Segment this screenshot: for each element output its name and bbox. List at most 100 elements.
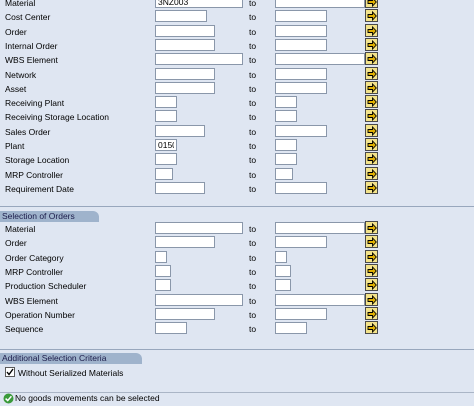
multiple-selection-button[interactable] (365, 235, 378, 248)
selection-row: Sales Order to (0, 124, 474, 139)
multiple-selection-button[interactable] (365, 67, 378, 80)
multiple-selection-button[interactable] (365, 81, 378, 94)
selection-row: Plant to (0, 138, 474, 153)
without-serialized-label: Without Serialized Materials (18, 368, 124, 378)
from-value-input[interactable] (155, 279, 171, 291)
multiple-selection-button[interactable] (365, 321, 378, 334)
from-value-input[interactable] (155, 39, 215, 51)
from-value-input[interactable] (155, 322, 187, 334)
from-value-input[interactable] (155, 294, 243, 306)
to-value-input[interactable] (275, 0, 365, 8)
selection-row: Asset to (0, 81, 474, 96)
multiple-selection-button[interactable] (365, 52, 378, 65)
to-label: to (249, 296, 257, 306)
status-bar: No goods movements can be selected (0, 392, 474, 404)
selection-row: Production Scheduler to (0, 278, 474, 293)
to-value-input[interactable] (275, 182, 327, 194)
to-value-input[interactable] (275, 25, 327, 37)
to-value-input[interactable] (275, 236, 327, 248)
multiple-selection-arrow-icon (367, 111, 377, 121)
multiple-selection-button[interactable] (365, 0, 378, 8)
from-value-input[interactable] (155, 236, 215, 248)
to-value-input[interactable] (275, 265, 291, 277)
to-value-input[interactable] (275, 294, 365, 306)
multiple-selection-button[interactable] (365, 167, 378, 180)
multiple-selection-button[interactable] (365, 152, 378, 165)
to-label: to (249, 324, 257, 334)
multiple-selection-button[interactable] (365, 95, 378, 108)
selection-row: Storage Location to (0, 152, 474, 167)
multiple-selection-button[interactable] (365, 264, 378, 277)
multiple-selection-button[interactable] (365, 24, 378, 37)
from-value-input[interactable] (155, 182, 205, 194)
to-value-input[interactable] (275, 308, 327, 320)
to-label: to (249, 84, 257, 94)
multiple-selection-button[interactable] (365, 181, 378, 194)
status-message: No goods movements can be selected (15, 393, 160, 403)
field-label: Material (5, 224, 36, 234)
field-label: Order (5, 238, 27, 248)
from-value-input[interactable] (155, 82, 215, 94)
from-value-input[interactable] (155, 251, 167, 263)
to-value-input[interactable] (275, 10, 327, 22)
to-value-input[interactable] (275, 139, 297, 151)
to-label: to (249, 127, 257, 137)
to-value-input[interactable] (275, 251, 287, 263)
multiple-selection-button[interactable] (365, 109, 378, 122)
field-label: MRP Controller (5, 267, 63, 277)
without-serialized-checkbox[interactable] (5, 367, 15, 377)
to-value-input[interactable] (275, 39, 327, 51)
to-value-input[interactable] (275, 53, 365, 65)
multiple-selection-button[interactable] (365, 138, 378, 151)
multiple-selection-button[interactable] (365, 250, 378, 263)
to-value-input[interactable] (275, 125, 327, 137)
to-value-input[interactable] (275, 68, 327, 80)
multiple-selection-button[interactable] (365, 307, 378, 320)
from-value-input[interactable] (155, 25, 215, 37)
multiple-selection-arrow-icon (367, 323, 377, 333)
to-value-input[interactable] (275, 222, 365, 234)
multiple-selection-button[interactable] (365, 124, 378, 137)
to-label: to (249, 224, 257, 234)
selection-row: Internal Order to (0, 38, 474, 53)
from-value-input[interactable] (155, 265, 171, 277)
selection-row: Receiving Storage Location to (0, 109, 474, 124)
selection-row: Requirement Date to (0, 181, 474, 196)
field-label: Internal Order (5, 41, 58, 51)
multiple-selection-arrow-icon (367, 140, 377, 150)
to-label: to (249, 112, 257, 122)
multiple-selection-arrow-icon (367, 11, 377, 21)
section-header-selection-of-orders: Selection of Orders (0, 211, 99, 222)
to-value-input[interactable] (275, 110, 297, 122)
multiple-selection-button[interactable] (365, 38, 378, 51)
multiple-selection-button[interactable] (365, 278, 378, 291)
from-value-input[interactable] (155, 153, 177, 165)
to-value-input[interactable] (275, 279, 291, 291)
from-value-input[interactable] (155, 53, 243, 65)
from-value-input[interactable] (155, 110, 177, 122)
from-value-input[interactable] (155, 125, 205, 137)
from-value-input[interactable] (155, 68, 215, 80)
to-value-input[interactable] (275, 322, 307, 334)
from-value-input[interactable] (155, 222, 243, 234)
to-value-input[interactable] (275, 96, 297, 108)
to-value-input[interactable] (275, 153, 297, 165)
from-value-input[interactable] (155, 10, 207, 22)
field-label: Storage Location (5, 155, 70, 165)
from-value-input[interactable] (155, 0, 243, 8)
field-label: Plant (5, 141, 25, 151)
multiple-selection-button[interactable] (365, 221, 378, 234)
from-value-input[interactable] (155, 96, 177, 108)
multiple-selection-arrow-icon (367, 54, 377, 64)
multiple-selection-arrow-icon (367, 280, 377, 290)
from-value-input[interactable] (155, 308, 215, 320)
multiple-selection-button[interactable] (365, 9, 378, 22)
multiple-selection-button[interactable] (365, 293, 378, 306)
checkmark-icon (6, 368, 14, 376)
from-value-input[interactable] (155, 168, 173, 180)
check-icon (3, 393, 14, 406)
to-value-input[interactable] (275, 168, 293, 180)
to-value-input[interactable] (275, 82, 327, 94)
from-value-input[interactable] (155, 139, 177, 151)
field-label: Asset (5, 84, 27, 94)
